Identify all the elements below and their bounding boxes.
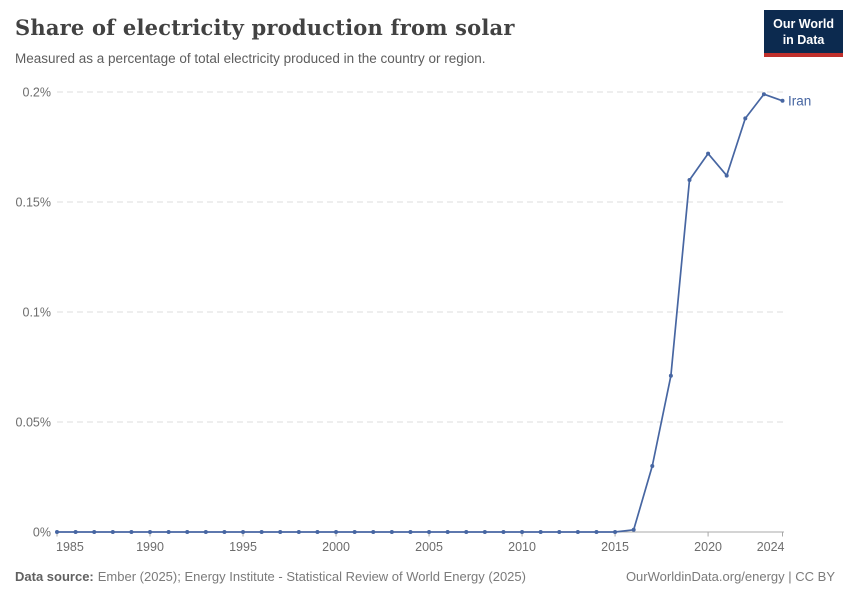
y-axis-tick-label: 0.2%	[23, 86, 52, 100]
data-point[interactable]	[687, 178, 692, 182]
data-point[interactable]	[185, 530, 190, 534]
data-point[interactable]	[724, 173, 729, 178]
attribution-link[interactable]: OurWorldinData.org/energy | CC BY	[625, 569, 835, 584]
data-point[interactable]	[371, 530, 376, 534]
data-point[interactable]	[594, 530, 599, 534]
line-chart-canvas: 0% 0.05% 0.1% 0.15% 0.2% 1985 1990 1995 2000 2005…	[16, 86, 812, 555]
data-point[interactable]	[73, 530, 78, 534]
data-point[interactable]	[259, 530, 264, 534]
data-point[interactable]	[389, 530, 394, 534]
series-label-iran[interactable]: Iran	[788, 93, 811, 108]
data-point[interactable]	[668, 373, 673, 378]
x-axis-tick-label: 2015	[601, 540, 629, 554]
y-axis-tick-label: 0%	[33, 526, 51, 540]
data-point[interactable]	[538, 530, 543, 534]
data-point[interactable]	[148, 530, 153, 534]
data-point[interactable]	[780, 98, 785, 103]
data-source-note: Data source: Ember (2025); Energy Institu…	[15, 569, 526, 584]
y-axis-tick-label: 0.15%	[16, 196, 51, 210]
data-point[interactable]	[427, 530, 432, 534]
data-point[interactable]	[575, 530, 580, 534]
owid-logo[interactable]: Our World in Data	[764, 10, 843, 57]
x-axis-tick-label: 2010	[508, 540, 536, 554]
owid-logo-line1: Our World	[773, 17, 834, 31]
data-point[interactable]	[464, 530, 469, 534]
data-point[interactable]	[761, 92, 766, 97]
data-point[interactable]	[482, 530, 487, 534]
data-point[interactable]	[129, 530, 134, 534]
data-point[interactable]	[296, 530, 301, 534]
x-axis-tick-label: 1995	[229, 540, 257, 554]
data-point[interactable]	[315, 530, 320, 534]
data-point[interactable]	[501, 530, 506, 534]
data-point[interactable]	[241, 530, 246, 534]
data-point[interactable]	[222, 530, 227, 534]
x-axis-tick-label: 1990	[136, 540, 164, 554]
y-axis-tick-label: 0.05%	[16, 416, 51, 430]
data-point[interactable]	[743, 116, 748, 121]
data-point[interactable]	[557, 530, 562, 534]
series-line-iran[interactable]	[57, 93, 783, 533]
data-point[interactable]	[55, 530, 59, 534]
data-source-label: Data source:	[15, 569, 94, 584]
data-point[interactable]	[445, 530, 450, 534]
x-axis-tick-label: 1985	[56, 540, 84, 554]
data-point[interactable]	[706, 151, 711, 156]
data-point[interactable]	[613, 530, 618, 534]
data-point[interactable]	[166, 530, 171, 534]
data-point[interactable]	[92, 530, 97, 534]
data-point[interactable]	[110, 530, 115, 534]
data-point[interactable]	[334, 530, 339, 534]
chart-subtitle: Measured as a percentage of total electr…	[15, 51, 486, 66]
data-point[interactable]	[203, 530, 208, 534]
data-point[interactable]	[352, 530, 357, 534]
chart-title: Share of electricity production from sol…	[15, 15, 515, 40]
data-point[interactable]	[631, 527, 636, 532]
data-point[interactable]	[408, 530, 413, 534]
owid-logo-line2: in Data	[782, 33, 825, 48]
data-point[interactable]	[520, 530, 525, 534]
x-axis-tick-label: 2000	[322, 540, 350, 554]
data-point[interactable]	[650, 464, 655, 468]
y-axis-tick-label: 0.1%	[23, 306, 52, 320]
x-axis-tick-label: 2005	[415, 540, 443, 554]
data-point[interactable]	[278, 530, 283, 534]
data-source-text: Ember (2025); Energy Institute - Statist…	[97, 569, 526, 584]
x-axis-tick-label: 2024	[757, 540, 785, 554]
x-axis-tick-label: 2020	[694, 540, 722, 554]
